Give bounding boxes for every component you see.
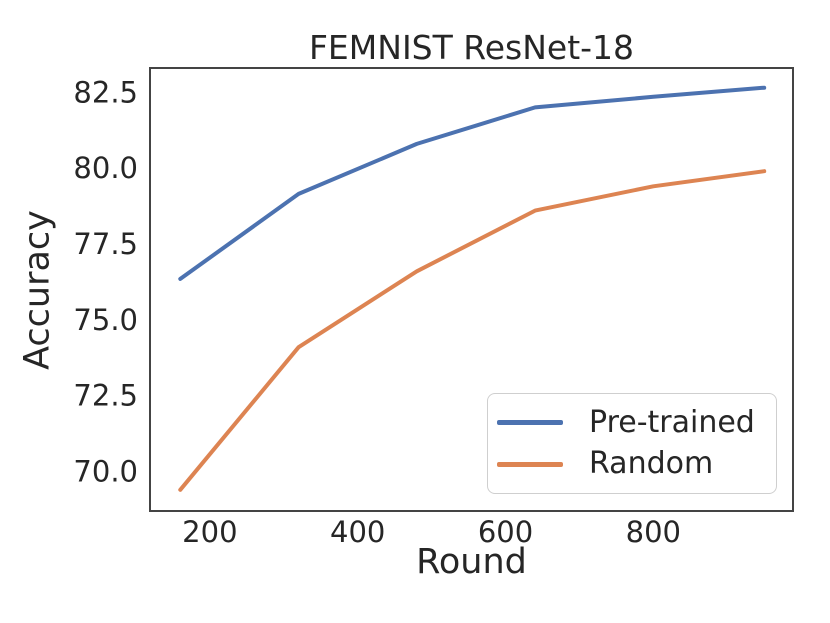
legend-label-pretrained: Pre-trained bbox=[589, 404, 755, 440]
x-tick-label: 200 bbox=[182, 515, 237, 549]
series-line-random bbox=[178, 169, 767, 492]
series-line-pre-trained bbox=[178, 85, 767, 281]
y-tick-label: 70.0 bbox=[73, 455, 138, 489]
legend-entry-pretrained: Pre-trained bbox=[488, 404, 776, 440]
pretrained-line-swatch bbox=[497, 420, 563, 425]
plot-frame bbox=[149, 67, 794, 512]
legend-entry-random: Random bbox=[488, 449, 776, 479]
chart-title: FEMNIST ResNet-18 bbox=[308, 28, 635, 67]
y-axis-label: Accuracy bbox=[17, 210, 58, 370]
y-tick-label: 75.0 bbox=[73, 303, 138, 337]
y-tick-label: 77.5 bbox=[73, 227, 138, 261]
y-tick-label: 82.5 bbox=[73, 75, 138, 109]
x-axis-label: Round bbox=[416, 542, 527, 582]
x-tick-label: 400 bbox=[330, 515, 385, 549]
random-line-swatch bbox=[497, 462, 563, 467]
y-tick-label: 72.5 bbox=[73, 379, 138, 413]
x-tick-label: 600 bbox=[478, 515, 533, 549]
legend: Pre-trained Random bbox=[487, 393, 777, 494]
y-tick-label: 80.0 bbox=[73, 151, 138, 185]
legend-label-random: Random bbox=[589, 446, 714, 482]
x-tick-label: 800 bbox=[626, 515, 681, 549]
